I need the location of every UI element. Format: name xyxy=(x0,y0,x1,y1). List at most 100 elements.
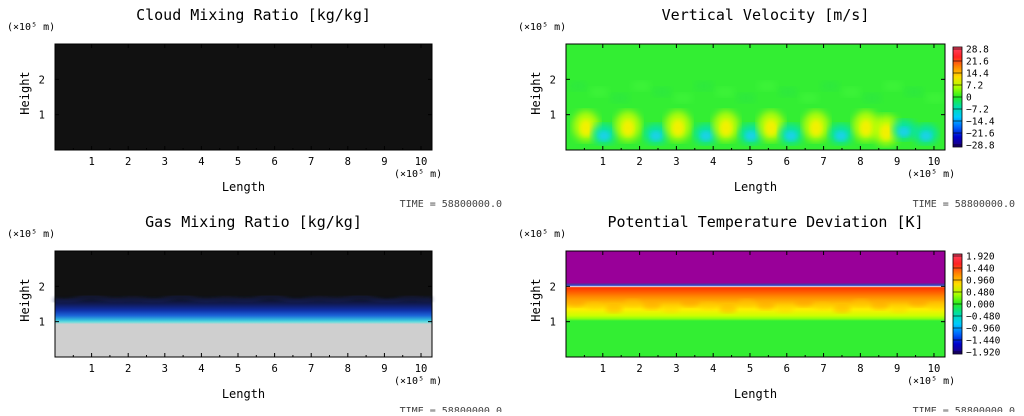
plot-title: Vertical Velocity [m/s] xyxy=(662,6,870,24)
x-tick-label: 7 xyxy=(308,363,314,375)
x-tick-label: 2 xyxy=(636,156,642,168)
x-tick-label: 2 xyxy=(125,363,131,375)
colorbar-label: 28.8 xyxy=(966,45,989,56)
y-tick-label: 2 xyxy=(550,74,556,86)
x-tick-label: 5 xyxy=(235,363,241,375)
time-label: TIME = 58800000.0 xyxy=(913,199,1015,210)
x-tick-label: 8 xyxy=(857,363,863,375)
x-axis-label: Length xyxy=(222,180,265,194)
x-tick-label: 8 xyxy=(345,363,351,375)
x-unit-label: (×10⁵ m) xyxy=(907,169,955,180)
colorbar-label: −14.4 xyxy=(966,117,995,128)
x-tick-label: 1 xyxy=(600,156,606,168)
panel-gas: Gas Mixing Ratio [kg/kg] (×10⁵ m) 1 2 3 4 5 6 7 8… xyxy=(7,213,502,416)
colorbar-label: 14.4 xyxy=(966,69,989,80)
colorbar-label: −1.920 xyxy=(966,348,1001,359)
colorbar-label: −7.2 xyxy=(966,105,989,116)
plot-title: Cloud Mixing Ratio [kg/kg] xyxy=(136,6,371,24)
plot-title: Potential Temperature Deviation [K] xyxy=(607,213,923,231)
plot-frame xyxy=(565,250,946,358)
x-unit-label: (×10⁵ m) xyxy=(907,376,955,387)
x-tick-label: 4 xyxy=(710,156,716,168)
x-tick-label: 3 xyxy=(162,156,168,168)
y-axis-label: Height xyxy=(18,71,32,114)
y-tick-label: 2 xyxy=(39,281,45,293)
y-tick-label: 2 xyxy=(550,281,556,293)
heatmap-field xyxy=(566,251,945,357)
colorbar-label: 1.440 xyxy=(966,264,995,275)
colorbar-label: 0 xyxy=(966,93,972,104)
panel-cloud: Cloud Mixing Ratio [kg/kg] (×10⁵ m) 1 2 3 4 5 6… xyxy=(7,6,502,210)
y-tick-label: 1 xyxy=(39,317,45,329)
colorbar-label: −1.440 xyxy=(966,336,1001,347)
panel-vvel: Vertical Velocity [m/s] (×10⁵ m) 1 2 3 4 5 6 7 8 9… xyxy=(518,6,1015,210)
colorbar-label: −0.960 xyxy=(966,324,1001,335)
x-tick-label: 9 xyxy=(381,363,387,375)
y-tick-label: 1 xyxy=(550,317,556,329)
x-axis-label: Length xyxy=(734,180,777,194)
x-tick-label: 7 xyxy=(308,156,314,168)
plot-frame xyxy=(54,43,433,151)
colorbar-label: 0.960 xyxy=(966,276,995,287)
y-axis-label: Height xyxy=(529,71,543,114)
plot-frame xyxy=(54,250,433,358)
y-tick-label: 1 xyxy=(39,110,45,122)
y-axis-label: Height xyxy=(529,278,543,321)
heatmap-field xyxy=(55,251,432,357)
x-tick-label: 4 xyxy=(198,156,204,168)
x-tick-label: 1 xyxy=(88,363,94,375)
x-tick-label: 10 xyxy=(415,363,428,375)
x-axis-label: Length xyxy=(734,387,777,401)
x-tick-label: 3 xyxy=(673,156,679,168)
x-tick-label: 7 xyxy=(820,156,826,168)
x-tick-label: 8 xyxy=(857,156,863,168)
panel-ptemp: Potential Temperature Deviation [K] (×10⁵… xyxy=(518,213,1015,416)
plot-frame xyxy=(565,43,946,151)
heatmap-field xyxy=(55,44,432,150)
x-tick-label: 5 xyxy=(235,156,241,168)
colorbar-label: 1.920 xyxy=(966,252,995,263)
x-tick-label: 7 xyxy=(820,363,826,375)
x-tick-label: 8 xyxy=(345,156,351,168)
x-tick-label: 10 xyxy=(928,156,941,168)
x-tick-label: 6 xyxy=(784,156,790,168)
x-tick-label: 9 xyxy=(894,156,900,168)
x-tick-label: 10 xyxy=(415,156,428,168)
colorbar-label: −21.6 xyxy=(966,129,995,140)
y-axis-label: Height xyxy=(18,278,32,321)
x-tick-label: 6 xyxy=(784,363,790,375)
y-tick-label: 1 xyxy=(550,110,556,122)
x-tick-label: 5 xyxy=(747,156,753,168)
x-unit-label: (×10⁵ m) xyxy=(394,169,442,180)
time-label: TIME = 58800000.0 xyxy=(400,199,502,210)
x-tick-label: 3 xyxy=(673,363,679,375)
x-tick-label: 5 xyxy=(747,363,753,375)
x-tick-label: 9 xyxy=(894,363,900,375)
x-tick-label: 3 xyxy=(162,363,168,375)
x-tick-label: 10 xyxy=(928,363,941,375)
x-tick-label: 4 xyxy=(198,363,204,375)
x-tick-label: 2 xyxy=(125,156,131,168)
x-tick-label: 1 xyxy=(600,363,606,375)
x-tick-label: 2 xyxy=(636,363,642,375)
x-tick-label: 6 xyxy=(271,156,277,168)
plot-title: Gas Mixing Ratio [kg/kg] xyxy=(145,213,362,231)
y-tick-label: 2 xyxy=(39,74,45,86)
colorbar: 1.9201.4400.9600.4800.000−0.480−0.960−1.… xyxy=(952,252,1001,359)
time-label: TIME = 58800000.0 xyxy=(913,406,1015,412)
colorbar-label: −0.480 xyxy=(966,312,1001,323)
y-unit-label: (×10⁵ m) xyxy=(7,229,55,240)
colorbar-label: 21.6 xyxy=(966,57,989,68)
colorbar-label: 7.2 xyxy=(966,81,983,92)
colorbar: 28.821.614.47.20−7.2−14.4−21.6−28.8 xyxy=(952,45,995,152)
gas-interface xyxy=(53,294,433,304)
colorbar-label: 0.480 xyxy=(966,288,995,299)
colorbar-label: −28.8 xyxy=(966,141,995,152)
x-tick-label: 4 xyxy=(710,363,716,375)
x-tick-label: 6 xyxy=(271,363,277,375)
y-unit-label: (×10⁵ m) xyxy=(518,22,566,33)
x-tick-label: 9 xyxy=(381,156,387,168)
y-unit-label: (×10⁵ m) xyxy=(7,22,55,33)
x-tick-label: 1 xyxy=(88,156,94,168)
